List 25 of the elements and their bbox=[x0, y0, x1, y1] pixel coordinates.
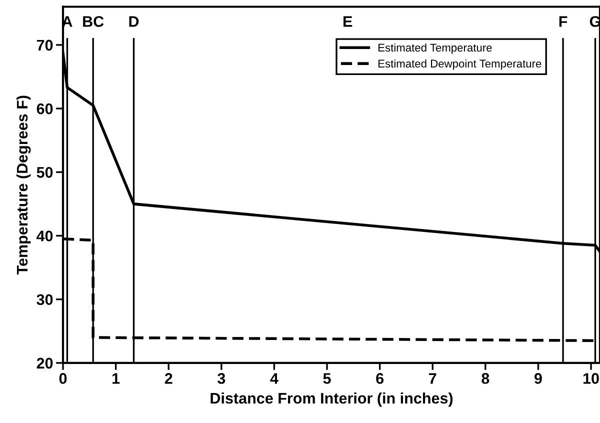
y-tick-label: 60 bbox=[36, 103, 53, 114]
y-tick-label: 30 bbox=[36, 294, 53, 306]
x-tick-label: 2 bbox=[164, 373, 172, 384]
y-tick-label: 40 bbox=[36, 230, 53, 242]
y-tick-label: 70 bbox=[36, 40, 53, 51]
x-tick-label: 1 bbox=[112, 373, 120, 384]
annotation: E bbox=[344, 16, 352, 27]
x-tick-label: 5 bbox=[323, 373, 331, 384]
legend-label: Estimated Temperature bbox=[378, 43, 492, 54]
x-tick-label: 3 bbox=[218, 373, 226, 384]
ref-line-label: D bbox=[129, 16, 139, 27]
y-tick-label: 50 bbox=[36, 167, 53, 178]
ref-line-label: F bbox=[559, 16, 568, 27]
x-tick-label: 8 bbox=[482, 373, 490, 384]
legend-label: Estimated Dewpoint Temperature bbox=[378, 59, 542, 70]
x-tick-label: 6 bbox=[376, 373, 384, 384]
x-tick-label: 9 bbox=[534, 373, 542, 384]
x-tick-label: 4 bbox=[270, 373, 278, 384]
ref-line-label: BC bbox=[83, 16, 104, 27]
x-tick-label: 7 bbox=[429, 373, 436, 384]
x-axis-title: Distance From Interior (in inches) bbox=[210, 392, 453, 407]
x-tick-label: 10 bbox=[583, 373, 599, 384]
x-tick-label: 0 bbox=[59, 373, 67, 384]
y-tick-label: 20 bbox=[36, 358, 53, 369]
y-axis-title: Temperature (Degrees F) bbox=[16, 96, 31, 275]
